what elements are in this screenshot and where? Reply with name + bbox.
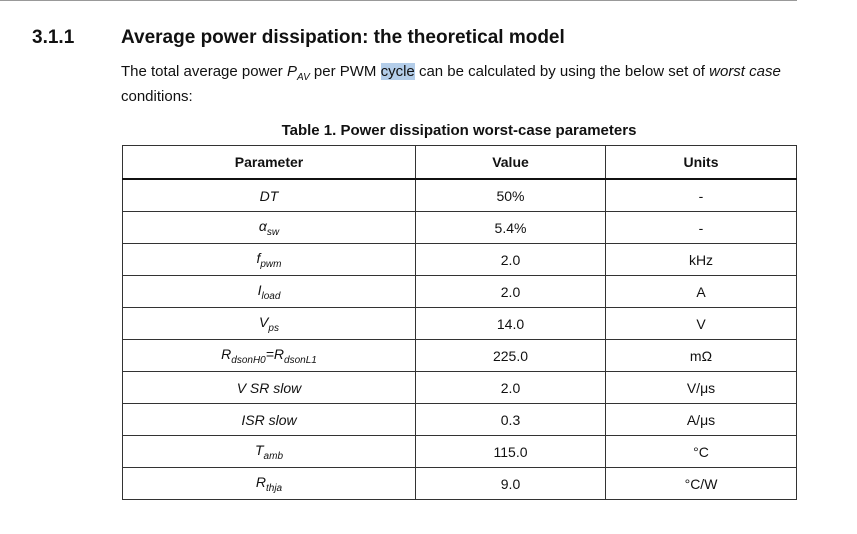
table-row: fpwm 2.0 kHz (122, 243, 797, 276)
parameter-cell: Rthja (122, 467, 416, 500)
table-row: Rthja 9.0 °C/W (122, 467, 797, 500)
value-cell: 0.3 (415, 403, 606, 436)
value-cell: 115.0 (415, 435, 606, 468)
header-row: Parameter Value Units (122, 145, 797, 180)
units-cell: V/μs (605, 371, 797, 404)
units-cell: A/μs (605, 403, 797, 436)
table-body: DT 50% - αsw 5.4% - fpwm 2.0 kHz Iload 2.0 A Vps 14.0… (122, 178, 797, 500)
table-caption: Table 1. Power dissipation worst-case pa… (281, 122, 637, 139)
subscript: AV (296, 72, 310, 83)
parameter-cell: Iload (122, 275, 416, 308)
text-run: per PWM (309, 63, 381, 80)
paragraph: The total average power PAV per PWM cycl… (121, 62, 791, 106)
units-cell: V (605, 307, 797, 340)
text-run: cycle (380, 63, 415, 80)
text-run: The total average power (121, 63, 287, 80)
value-cell: 9.0 (415, 467, 606, 500)
parameter-cell: DT (122, 178, 416, 212)
subscript: pwm (260, 258, 282, 270)
units-cell: mΩ (605, 339, 797, 372)
parameter-cell: αsw (122, 211, 416, 244)
parameter-cell: RdsonH0=RdsonL1 (122, 339, 416, 372)
value-cell: 2.0 (415, 371, 606, 404)
header-cell: Parameter (122, 145, 416, 180)
value-cell: 2.0 (415, 243, 606, 276)
value-cell: 50% (415, 178, 606, 212)
value-cell: 14.0 (415, 307, 606, 340)
header-cell: Units (605, 145, 797, 180)
units-cell: A (605, 275, 797, 308)
text-run: worst case (709, 63, 781, 80)
text-run: T (254, 441, 264, 458)
units-cell: °C/W (605, 467, 797, 500)
subscript: ps (268, 322, 279, 334)
table-row: αsw 5.4% - (122, 211, 797, 244)
text-run: f (256, 249, 261, 266)
table-row: DT 50% - (122, 178, 797, 212)
text-run: V (259, 313, 269, 330)
section-title: Average power dissipation: the theoretic… (121, 27, 565, 48)
text-run: ISR slow (241, 411, 297, 428)
text-run: R (273, 345, 285, 362)
parameter-table: Parameter Value Units DT 50% - αsw 5.4% - fpwm 2.… (122, 145, 797, 500)
subscript: sw (266, 226, 280, 238)
table-row: ISR slow 0.3 A/μs (122, 403, 797, 436)
table-row: Iload 2.0 A (122, 275, 797, 308)
section-number: 3.1.1 (32, 27, 75, 48)
units-cell: - (605, 178, 797, 212)
subscript: amb (263, 450, 283, 462)
value-cell: 225.0 (415, 339, 606, 372)
text-run: α (258, 217, 267, 234)
table-row: V SR slow 2.0 V/μs (122, 371, 797, 404)
text-run: R (255, 473, 266, 490)
units-cell: kHz (605, 243, 797, 276)
parameter-cell: Vps (122, 307, 416, 340)
text-run: DT (259, 187, 279, 204)
table-row: RdsonH0=RdsonL1 225.0 mΩ (122, 339, 797, 372)
header-cell: Value (415, 145, 606, 180)
parameter-cell: ISR slow (122, 403, 416, 436)
subscript: thja (266, 482, 283, 494)
text-run: I (257, 281, 262, 298)
parameter-cell: Tamb (122, 435, 416, 468)
text-run: conditions: (121, 88, 193, 105)
value-cell: 2.0 (415, 275, 606, 308)
table-row: Tamb 115.0 °C (122, 435, 797, 468)
text-run: can be calculated by using the below set… (414, 63, 710, 80)
parameter-cell: fpwm (122, 243, 416, 276)
value-cell: 5.4% (415, 211, 606, 244)
table-row: Vps 14.0 V (122, 307, 797, 340)
units-cell: - (605, 211, 797, 244)
units-cell: °C (605, 435, 797, 468)
parameter-cell: V SR slow (122, 371, 416, 404)
text-run: R (221, 345, 232, 362)
top-rule (0, 0, 797, 1)
text-run: = (265, 345, 274, 362)
subscript: dsonL1 (284, 354, 317, 366)
subscript: dsonH0 (231, 354, 266, 366)
text-run: V SR slow (236, 379, 302, 396)
subscript: load (261, 290, 281, 302)
text-run: P (286, 63, 297, 80)
